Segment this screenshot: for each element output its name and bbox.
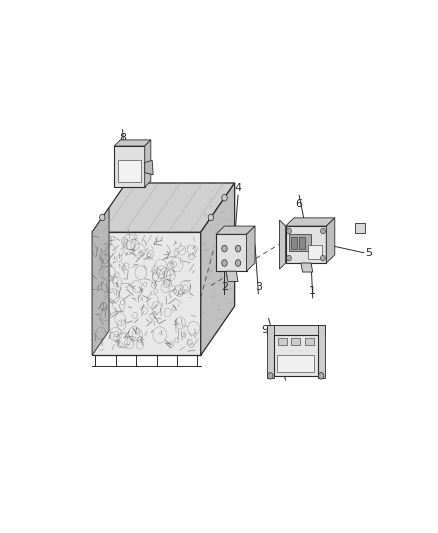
Polygon shape — [92, 183, 235, 232]
Polygon shape — [279, 220, 286, 269]
Circle shape — [222, 245, 227, 252]
Polygon shape — [92, 232, 201, 356]
Circle shape — [222, 195, 227, 201]
Text: 4: 4 — [234, 183, 242, 193]
Polygon shape — [114, 140, 151, 146]
Polygon shape — [145, 140, 151, 187]
Circle shape — [235, 245, 241, 252]
Circle shape — [208, 214, 214, 221]
FancyBboxPatch shape — [278, 338, 286, 345]
Polygon shape — [201, 183, 235, 356]
Polygon shape — [267, 325, 325, 335]
Text: 8: 8 — [119, 133, 126, 143]
Polygon shape — [267, 325, 274, 378]
FancyBboxPatch shape — [277, 356, 314, 372]
Text: 9: 9 — [261, 325, 269, 335]
Circle shape — [321, 255, 325, 261]
Circle shape — [222, 260, 227, 266]
FancyBboxPatch shape — [307, 245, 322, 259]
FancyBboxPatch shape — [291, 338, 300, 345]
FancyBboxPatch shape — [117, 159, 141, 182]
Text: 2: 2 — [221, 282, 228, 292]
Polygon shape — [216, 235, 247, 271]
Circle shape — [318, 373, 324, 379]
Polygon shape — [216, 226, 255, 235]
Text: 3: 3 — [255, 282, 262, 292]
Circle shape — [286, 228, 291, 234]
FancyBboxPatch shape — [291, 237, 297, 249]
Circle shape — [321, 228, 325, 234]
Polygon shape — [326, 218, 335, 263]
FancyBboxPatch shape — [305, 338, 314, 345]
FancyBboxPatch shape — [289, 235, 311, 251]
Polygon shape — [286, 218, 335, 226]
Polygon shape — [145, 160, 153, 175]
FancyBboxPatch shape — [355, 223, 365, 233]
Circle shape — [286, 255, 291, 261]
Text: 5: 5 — [365, 248, 372, 258]
Polygon shape — [226, 271, 238, 281]
Circle shape — [99, 214, 105, 221]
Polygon shape — [301, 263, 313, 272]
Polygon shape — [286, 226, 326, 263]
Polygon shape — [247, 226, 255, 271]
Text: 1: 1 — [309, 286, 316, 296]
FancyBboxPatch shape — [299, 237, 305, 249]
FancyBboxPatch shape — [274, 335, 318, 376]
Polygon shape — [92, 207, 109, 356]
Circle shape — [235, 260, 241, 266]
Circle shape — [268, 373, 273, 379]
Polygon shape — [114, 146, 145, 187]
Polygon shape — [318, 325, 325, 378]
Text: 6: 6 — [296, 199, 303, 208]
